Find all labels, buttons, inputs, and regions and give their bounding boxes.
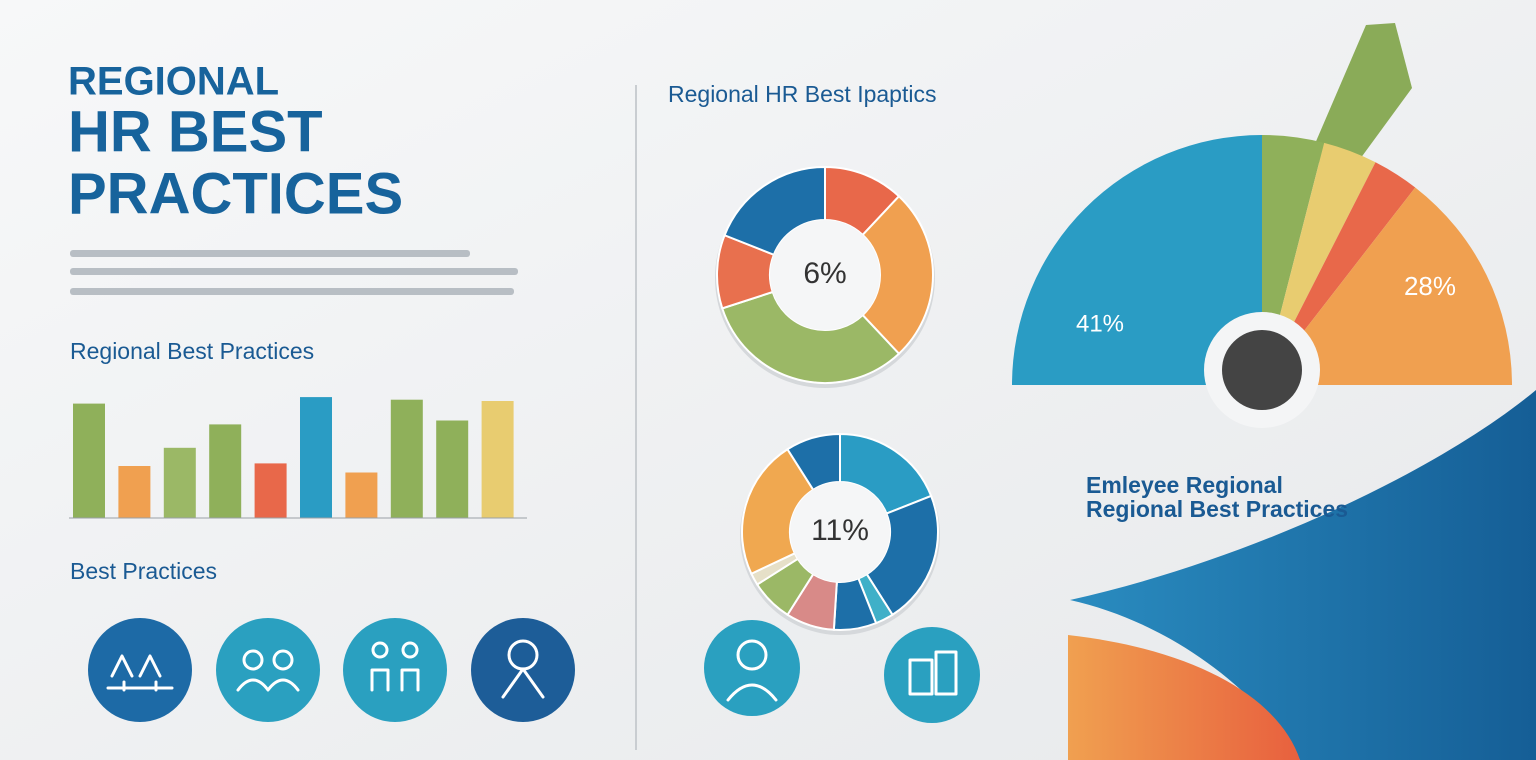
donut-hole: [770, 220, 880, 330]
annotation: 41%: [1076, 310, 1124, 337]
chart-title: Regional Best Practices: [70, 338, 314, 364]
bar: [300, 397, 332, 518]
center-label: 6%: [803, 257, 846, 290]
slice: [1012, 135, 1262, 385]
section-title: Regional Best Practices: [1086, 496, 1348, 522]
slice: [1283, 162, 1416, 348]
section-title: Emleyee Regional: [1086, 472, 1283, 498]
orange-band: [1068, 635, 1300, 760]
section-title: Best Practices: [70, 558, 217, 584]
gauge-arrow: [1308, 23, 1412, 170]
center-label: 11%: [811, 514, 869, 547]
bar: [163, 447, 196, 518]
hero-title: PRACTICES: [68, 161, 403, 226]
donut-hole: [790, 482, 890, 582]
bar: [118, 466, 151, 518]
hero-title: REGIONAL: [68, 60, 279, 104]
bar: [73, 403, 105, 518]
gauge-hub: [1222, 330, 1302, 410]
bar: [481, 401, 514, 518]
slice: [1262, 135, 1325, 339]
slice: [1273, 142, 1376, 343]
bar: [209, 424, 242, 518]
bar: [254, 463, 287, 518]
bar: [390, 399, 423, 518]
bar: [436, 420, 469, 518]
annotation: 28%: [1404, 271, 1456, 301]
icons: [88, 618, 980, 723]
chart-title: Regional HR Best Ipaptics: [668, 81, 936, 107]
slice: [1291, 187, 1512, 385]
hero-title: HR BEST: [68, 99, 323, 164]
bar: [345, 472, 378, 518]
swoosh: [1070, 390, 1536, 760]
body-text-lines: [70, 250, 518, 295]
